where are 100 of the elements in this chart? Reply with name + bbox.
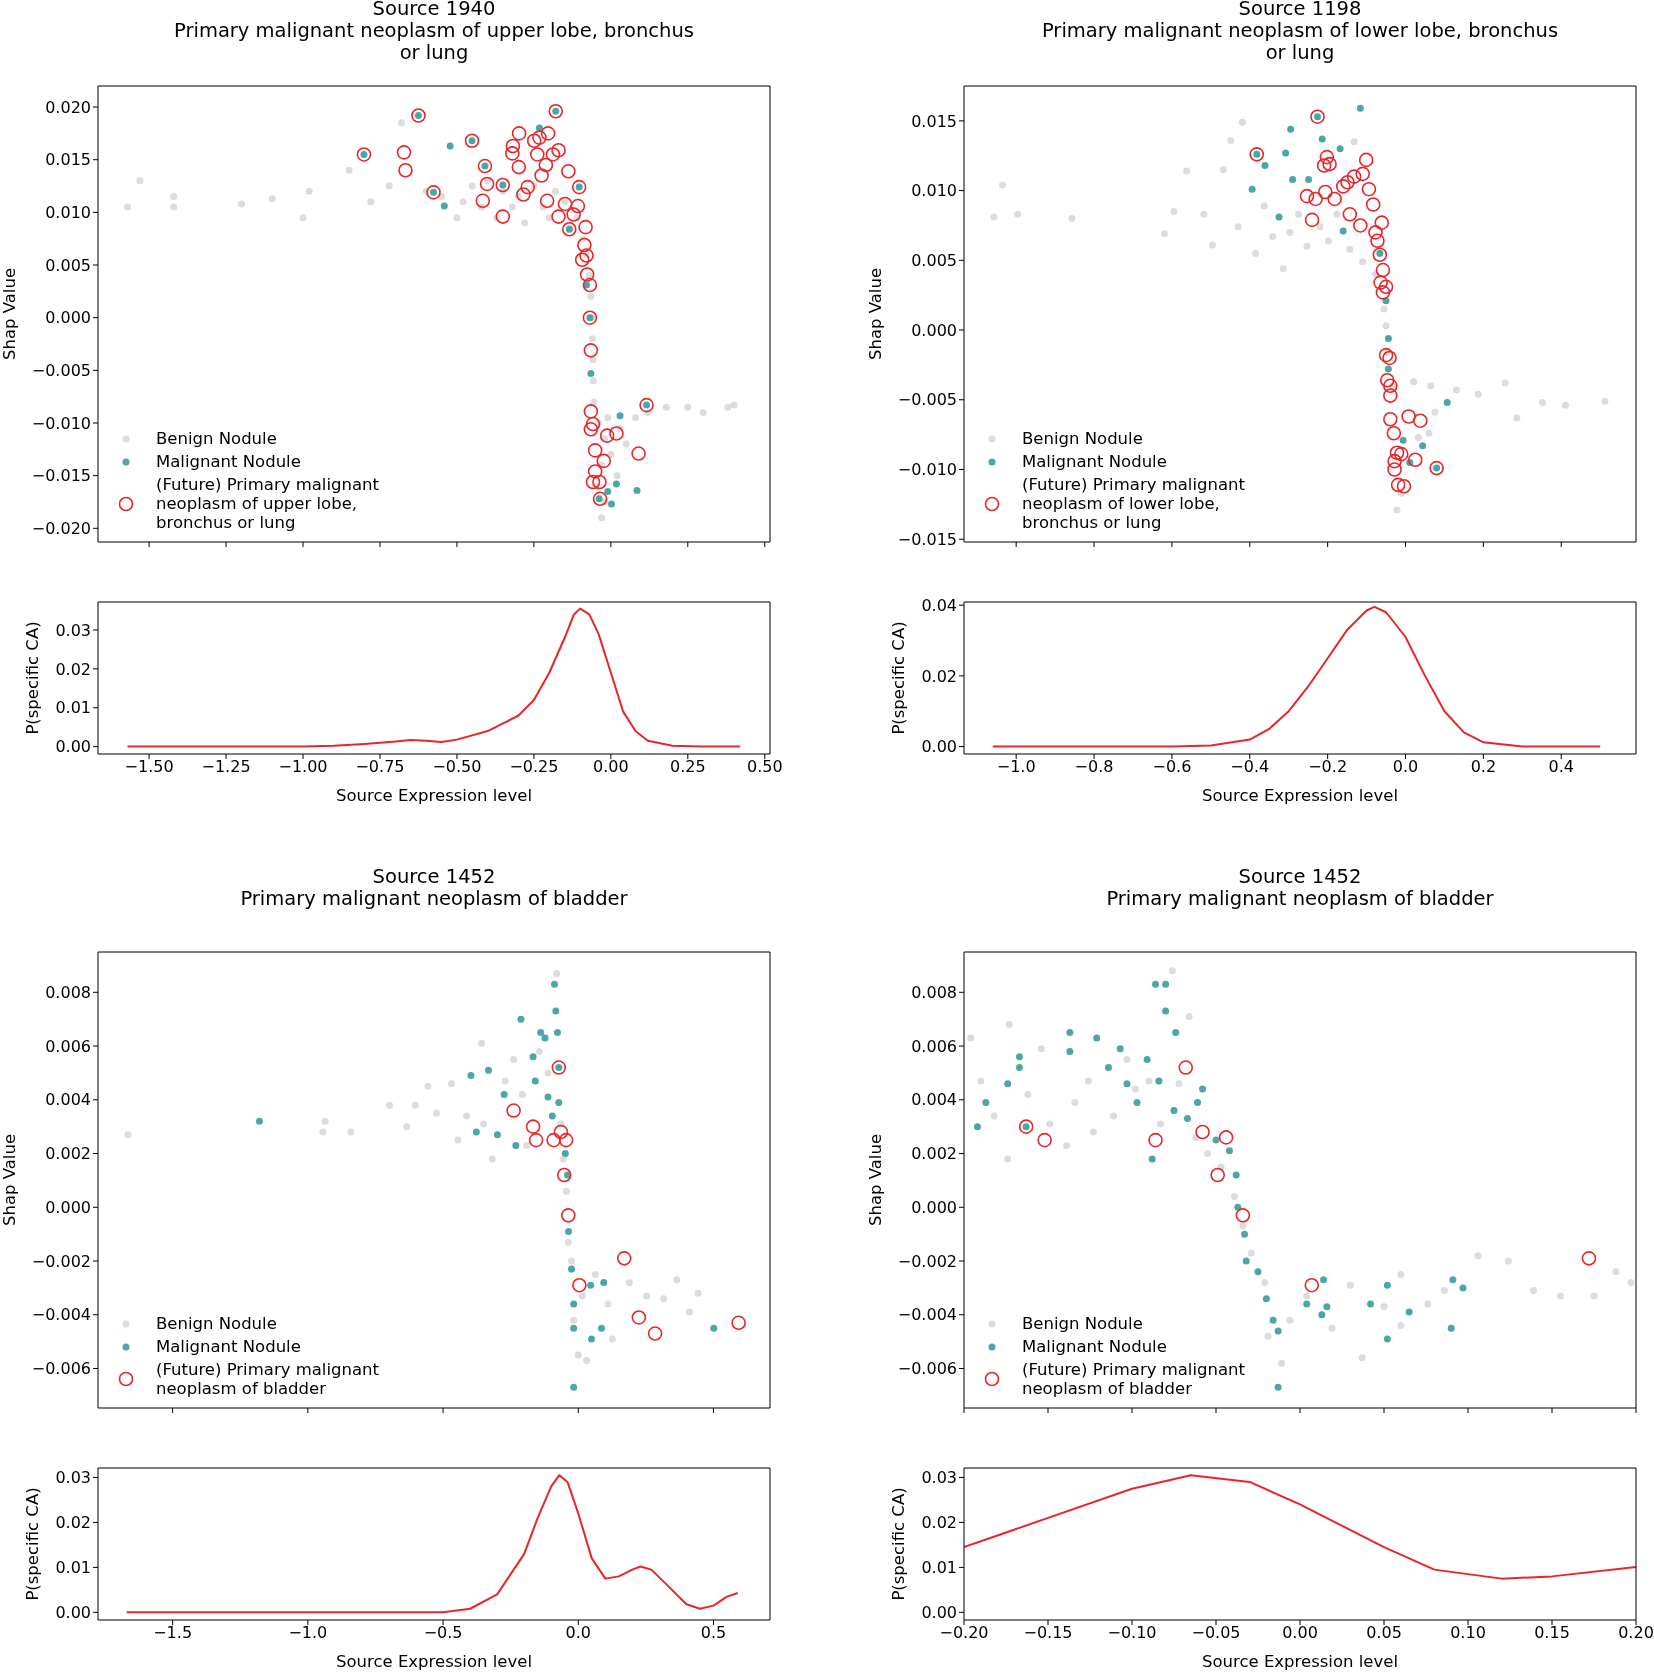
- y-tick-label: 0.010: [45, 203, 91, 223]
- legend-label: (Future) Primary malignant neoplasm of lower lobe, bronchus or lung: [1022, 475, 1246, 532]
- point: [1447, 1324, 1455, 1332]
- point: [1365, 197, 1381, 212]
- point: [1316, 158, 1332, 173]
- y-tick-label: 0.01: [921, 1558, 957, 1578]
- x-tick-label: −0.2: [1308, 757, 1348, 777]
- point: [1390, 477, 1406, 493]
- point: [1530, 1287, 1538, 1295]
- point: [564, 1238, 572, 1246]
- point: [631, 1310, 647, 1325]
- point: [1355, 166, 1370, 182]
- y-tick-label: 0.03: [55, 620, 91, 640]
- point: [511, 159, 527, 175]
- y-tick-label: −0.002: [31, 1251, 91, 1271]
- point: [1274, 1327, 1282, 1335]
- point: [447, 1080, 455, 1088]
- point: [1037, 1132, 1052, 1148]
- point: [544, 1093, 552, 1101]
- point: [468, 182, 476, 190]
- point: [1234, 223, 1242, 231]
- point: [520, 179, 536, 195]
- point: [511, 126, 527, 141]
- point: [1310, 109, 1325, 124]
- point: [1318, 184, 1333, 200]
- point: [592, 474, 607, 490]
- point: [525, 1119, 541, 1134]
- y-axis-title: Shap Value: [0, 1133, 19, 1227]
- point: [570, 198, 586, 214]
- point: [1308, 191, 1323, 207]
- point: [1562, 401, 1570, 409]
- point: [1358, 152, 1374, 168]
- point: [1346, 1281, 1354, 1289]
- point: [1396, 478, 1412, 494]
- point: [529, 147, 545, 162]
- point: [592, 491, 608, 507]
- point: [440, 202, 448, 210]
- point: [124, 203, 132, 211]
- x-tick-label: 0.20: [1618, 1623, 1654, 1643]
- point: [170, 203, 178, 211]
- y-tick-label: 0.01: [55, 698, 91, 718]
- point: [600, 1279, 608, 1287]
- point: [1005, 1021, 1013, 1029]
- y-axis-title: P(specific CA): [888, 621, 908, 735]
- point: [583, 1356, 591, 1364]
- x-tick-label: −1.50: [124, 757, 174, 777]
- y-tick-label: 0.000: [911, 320, 957, 340]
- point: [1157, 1120, 1165, 1128]
- y-tick-label: 0.005: [45, 255, 91, 275]
- point: [464, 133, 480, 149]
- point: [551, 187, 559, 195]
- legend-label: (Future) Primary malignant neoplasm of bladder: [156, 1360, 380, 1398]
- point: [724, 403, 732, 411]
- y-tick-label: 0.00: [55, 737, 91, 757]
- point: [1504, 1257, 1512, 1265]
- point: [647, 1326, 663, 1341]
- point: [1333, 210, 1341, 218]
- point: [1612, 1268, 1620, 1276]
- point: [1383, 1335, 1391, 1343]
- point: [544, 1069, 552, 1077]
- x-tick-label: −0.4: [1230, 757, 1270, 777]
- point: [1024, 1090, 1032, 1098]
- point: [1378, 347, 1394, 363]
- line-series: [964, 1474, 1636, 1580]
- x-tick-label: −0.50: [432, 757, 482, 777]
- y-tick-label: 0.020: [45, 97, 91, 117]
- point: [1339, 227, 1347, 235]
- point: [1204, 1150, 1212, 1158]
- point: [433, 1109, 441, 1117]
- point: [561, 221, 577, 237]
- point: [1387, 462, 1402, 477]
- point: [673, 1276, 681, 1284]
- point: [1556, 1292, 1564, 1300]
- point: [517, 1015, 525, 1023]
- point: [510, 1055, 518, 1063]
- point: [557, 196, 573, 212]
- point: [477, 158, 493, 174]
- point: [1275, 213, 1283, 221]
- point: [1261, 161, 1269, 169]
- point: [540, 126, 556, 141]
- point: [1286, 1316, 1294, 1324]
- point: [1133, 1098, 1141, 1106]
- point: [467, 1072, 475, 1080]
- point: [583, 404, 599, 419]
- point: [488, 1155, 496, 1163]
- point: [1443, 399, 1451, 407]
- y-tick-label: 0.004: [911, 1090, 957, 1110]
- point: [583, 343, 599, 358]
- point: [526, 133, 542, 149]
- point: [1340, 174, 1355, 190]
- point: [730, 401, 738, 409]
- point: [1200, 210, 1208, 218]
- legend-label: Benign Nodule: [156, 429, 277, 448]
- point: [426, 185, 441, 200]
- y-axis-title: P(specific CA): [22, 621, 42, 735]
- point: [1274, 1383, 1282, 1391]
- point: [1143, 1055, 1151, 1063]
- point: [305, 187, 313, 195]
- y-tick-label: −0.010: [897, 460, 957, 480]
- x-tick-label: −1.00: [278, 757, 328, 777]
